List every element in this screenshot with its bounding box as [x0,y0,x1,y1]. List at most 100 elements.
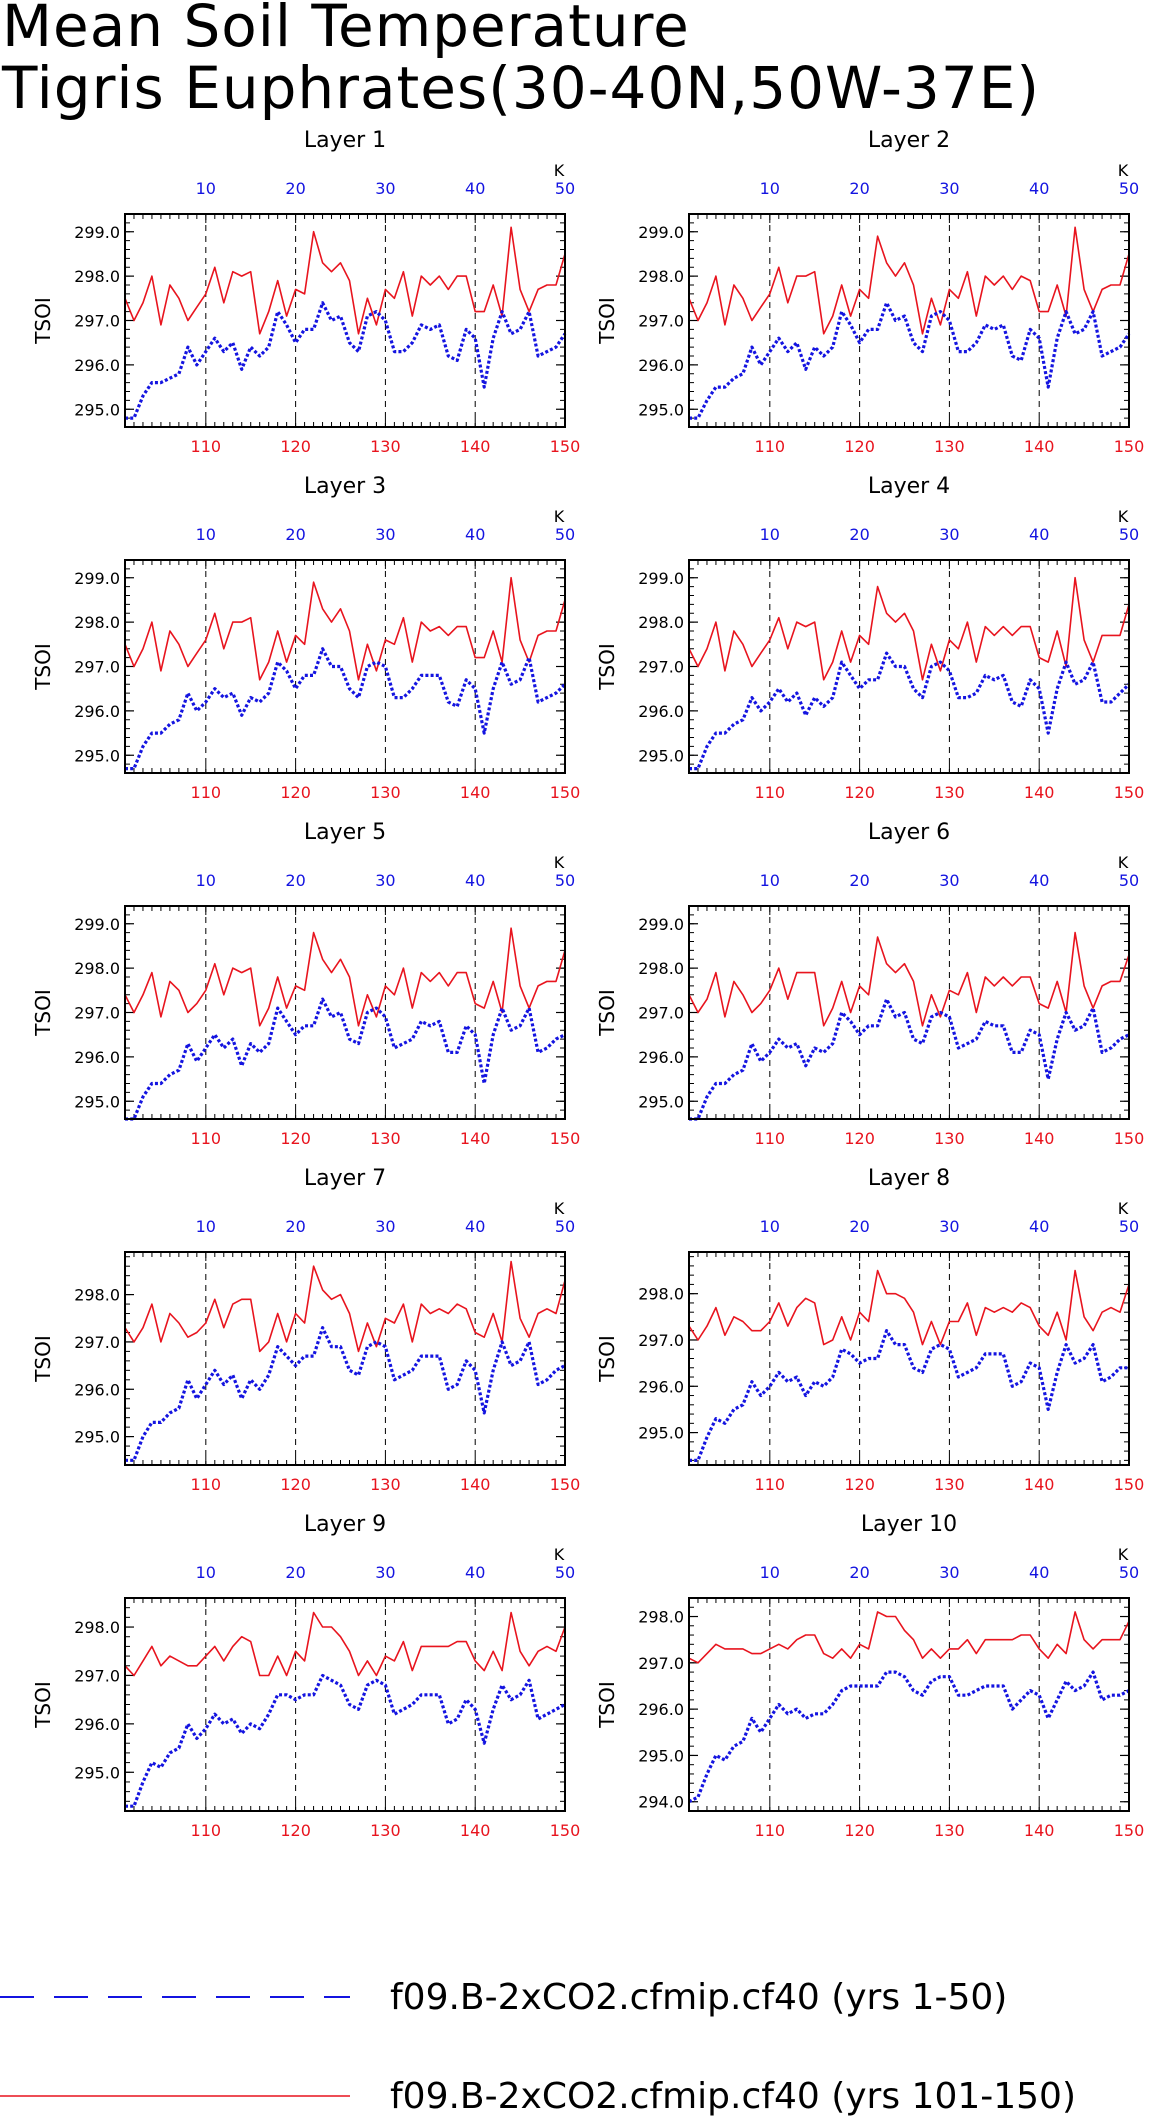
panel-title: Layer 6 [868,820,950,845]
x-top-tick-label: 20 [285,1563,305,1582]
series-line-yrs-101-150 [124,576,566,681]
x-bottom-tick-label: 130 [370,1475,401,1494]
plot-frame [688,1251,1130,1466]
x-bottom-tick-label: 110 [755,1129,786,1148]
x-top-tick-label: 20 [849,871,869,890]
series-line-yrs-1-50 [125,1326,566,1462]
x-top-tick-label: 10 [760,871,780,890]
y-axis-label: TSOI [595,989,619,1037]
x-bottom-tick-label: 150 [550,1129,581,1148]
panel-title: Layer 4 [868,474,950,499]
x-top-tick-label: 30 [375,1563,395,1582]
series-line-yrs-1-50 [125,1673,566,1808]
y-tick-label: 297.0 [638,312,684,331]
x-bottom-tick-label: 150 [1114,437,1145,456]
x-bottom-tick-label: 150 [1114,783,1145,802]
y-tick-label: 298.0 [638,959,684,978]
y-tick-label: 297.0 [638,1654,684,1673]
y-tick-label: 296.0 [638,356,684,375]
y-axis-label: TSOI [595,643,619,691]
x-bottom-tick-label: 130 [370,437,401,456]
panel-title: Layer 7 [304,1166,386,1191]
x-top-tick-label: 50 [1119,179,1139,198]
series-line-yrs-1-50 [689,1329,1129,1463]
y-tick-label: 297.0 [638,1331,684,1350]
top-axis-unit: K [554,853,565,872]
plot-frame [124,559,566,774]
x-top-tick-label: 10 [196,871,216,890]
top-axis-unit: K [554,1545,565,1564]
plot-frame [688,905,1130,1120]
y-tick-label: 299.0 [74,569,120,588]
y-axis-label: TSOI [595,1681,619,1729]
series-line-yrs-101-150 [124,226,566,335]
y-tick-label: 298.0 [74,267,120,286]
x-top-tick-label: 50 [555,179,575,198]
x-bottom-tick-label: 140 [1024,783,1055,802]
x-top-tick-label: 50 [1119,1217,1139,1236]
x-bottom-tick-label: 140 [460,1475,491,1494]
panel-title: Layer 2 [868,128,950,153]
x-top-tick-label: 50 [555,525,575,544]
x-top-tick-label: 40 [465,1217,485,1236]
y-axis-label: TSOI [31,1335,55,1383]
x-top-tick-label: 40 [1029,525,1049,544]
x-top-tick-label: 50 [1119,871,1139,890]
x-bottom-tick-label: 120 [844,1475,875,1494]
top-axis-unit: K [1118,853,1129,872]
top-axis-unit: K [1118,1199,1129,1218]
x-bottom-tick-label: 110 [755,1821,786,1840]
y-tick-label: 296.0 [74,356,120,375]
y-tick-label: 295.0 [638,1424,684,1443]
x-bottom-tick-label: 120 [280,1475,311,1494]
y-tick-label: 296.0 [74,1380,120,1399]
y-axis-label: TSOI [31,297,55,345]
x-top-tick-label: 20 [849,525,869,544]
x-top-tick-label: 30 [375,179,395,198]
x-bottom-tick-label: 130 [934,783,965,802]
top-axis-unit: K [554,161,565,180]
x-top-tick-label: 30 [939,179,959,198]
x-bottom-tick-label: 110 [191,1821,222,1840]
x-bottom-tick-label: 120 [844,783,875,802]
panels-group: Layer 1 295.0 296.0 297.0 298.0 299.0 110 120 13… [31,128,1144,1840]
x-bottom-tick-label: 120 [280,1821,311,1840]
series-line-yrs-101-150 [688,576,1130,681]
x-top-tick-label: 40 [465,525,485,544]
y-axis-label: TSOI [595,297,619,345]
y-tick-label: 296.0 [74,702,120,721]
panel-layer-10: Layer 10 294.0 295.0 296.0 297.0 298.0 110 120 1… [595,1512,1144,1840]
panel-layer-1: Layer 1 295.0 296.0 297.0 298.0 299.0 110 120 13… [31,128,580,456]
y-tick-label: 298.0 [638,1285,684,1304]
y-tick-label: 298.0 [74,1286,120,1305]
series-line-yrs-101-150 [124,927,566,1027]
x-bottom-tick-label: 120 [280,783,311,802]
series-line-yrs-101-150 [688,226,1130,335]
series-line-yrs-101-150 [124,1260,566,1353]
y-tick-label: 296.0 [638,1700,684,1719]
panel-title: Layer 3 [304,474,386,499]
x-top-tick-label: 40 [1029,1563,1049,1582]
y-tick-label: 295.0 [638,1092,684,1111]
y-tick-label: 296.0 [638,1377,684,1396]
series-line-yrs-101-150 [688,931,1130,1027]
x-top-tick-label: 50 [555,1563,575,1582]
panel-layer-2: Layer 2 295.0 296.0 297.0 298.0 299.0 110 120 13… [595,128,1144,456]
y-tick-label: 297.0 [638,1004,684,1023]
panel-layer-4: Layer 4 295.0 296.0 297.0 298.0 299.0 110 120 13… [595,474,1144,802]
panel-layer-3: Layer 3 295.0 296.0 297.0 298.0 299.0 110 120 13… [31,474,580,802]
panel-layer-7: Layer 7 295.0 296.0 297.0 298.0 110 120 130 140 1… [31,1166,580,1494]
x-top-tick-label: 40 [1029,871,1049,890]
x-bottom-tick-label: 140 [460,1821,491,1840]
x-top-tick-label: 30 [939,871,959,890]
y-tick-label: 297.0 [74,1333,120,1352]
y-tick-label: 295.0 [74,400,120,419]
panel-title: Layer 9 [304,1512,386,1537]
plot-frame [124,1597,566,1812]
x-top-tick-label: 10 [196,1563,216,1582]
x-bottom-tick-label: 110 [191,437,222,456]
y-tick-label: 295.0 [74,1763,120,1782]
x-top-tick-label: 20 [285,525,305,544]
y-tick-label: 298.0 [74,959,120,978]
